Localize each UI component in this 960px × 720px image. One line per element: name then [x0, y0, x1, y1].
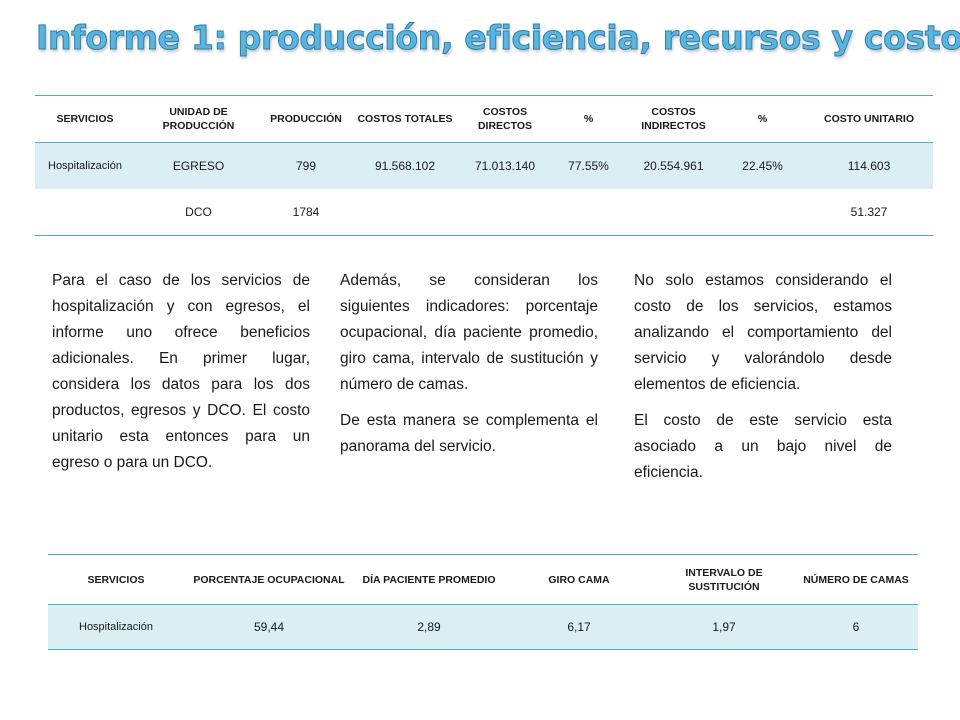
paragraph: Además, se consideran los siguientes ind… — [340, 272, 598, 393]
column-header: % — [550, 95, 627, 143]
table-cell: 77.55% — [550, 142, 627, 189]
column-header: COSTOS TOTALES — [350, 95, 460, 143]
column-header: PORCENTAJE OCUPACIONAL — [184, 554, 354, 605]
cost-table: SERVICIOS UNIDAD DE PRODUCCIÓN PRODUCCIÓN C… — [35, 95, 933, 236]
header-row: SERVICIOS PORCENTAJE OCUPACIONAL DÍA PACIE… — [48, 554, 918, 605]
table-cell: 1,97 — [654, 604, 794, 650]
column-header: % — [720, 95, 805, 143]
header-row: SERVICIOS UNIDAD DE PRODUCCIÓN PRODUCCIÓN C… — [35, 95, 933, 143]
column-header: UNIDAD DE PRODUCCIÓN — [135, 95, 262, 143]
table-cell: 51.327 — [850, 205, 888, 219]
table-cell: Hospitalización — [35, 142, 135, 189]
table-cell: 22.45% — [720, 142, 805, 189]
column-header: SERVICIOS — [35, 95, 135, 143]
table-cell: 2,89 — [354, 604, 504, 650]
text-column: Para el caso de los servicios de hospita… — [52, 268, 310, 486]
table-cell: Hospitalización — [48, 604, 184, 650]
table-cell: DCO — [185, 205, 212, 219]
text-column: Además, se consideran los siguientes ind… — [340, 268, 598, 470]
column-header: PRODUCCIÓN — [262, 95, 350, 143]
column-header: COSTOS INDIRECTOS — [627, 95, 720, 143]
table-cell: 91.568.102 — [350, 142, 460, 189]
column-header: NÚMERO DE CAMAS — [794, 554, 918, 605]
paragraph: De esta manera se complementa el panoram… — [340, 412, 598, 455]
column-header: GIRO CAMA — [504, 554, 654, 605]
table-cell — [350, 189, 460, 236]
column-header: DÍA PACIENTE PROMEDIO — [354, 554, 504, 605]
paragraph: Para el caso de los servicios de hospita… — [52, 272, 310, 471]
paragraph: El costo de este servicio esta asociado … — [634, 412, 892, 481]
table-cell: 20.554.961 — [627, 142, 720, 189]
table-cell: 6,17 — [504, 604, 654, 650]
table-cell: 1784 — [292, 205, 320, 219]
table-cell: 59,44 — [184, 604, 354, 650]
table-row: Hospitalización 59,44 2,89 6,17 1,97 6 — [48, 604, 918, 650]
column-header: INTERVALO DE SUSTITUCIÓN — [654, 554, 794, 605]
column-header: COSTO UNITARIO — [805, 95, 933, 143]
paragraph: No solo estamos considerando el costo de… — [634, 272, 892, 393]
indicator-table: SERVICIOS PORCENTAJE OCUPACIONAL DÍA PACIE… — [48, 554, 918, 650]
table-cell: 6 — [794, 604, 918, 650]
table-cell — [460, 189, 550, 236]
table-cell: 114.603 — [805, 142, 933, 189]
table-cell: 71.013.140 — [460, 142, 550, 189]
table-row: DCO 1784 51.327 — [35, 189, 933, 236]
table-cell — [35, 189, 135, 236]
column-header: COSTOS DIRECTOS — [460, 95, 550, 143]
text-column: No solo estamos considerando el costo de… — [634, 268, 892, 496]
table-cell — [627, 189, 720, 236]
table-cell — [720, 189, 805, 236]
table-cell — [550, 189, 627, 236]
table-cell: EGRESO — [135, 142, 262, 189]
slide-title: Informe 1: producción, eficiencia, recur… — [35, 18, 960, 58]
table-cell: 799 — [262, 142, 350, 189]
column-header: SERVICIOS — [48, 554, 184, 605]
table-row: Hospitalización EGRESO 799 91.568.102 71.013… — [35, 142, 933, 189]
